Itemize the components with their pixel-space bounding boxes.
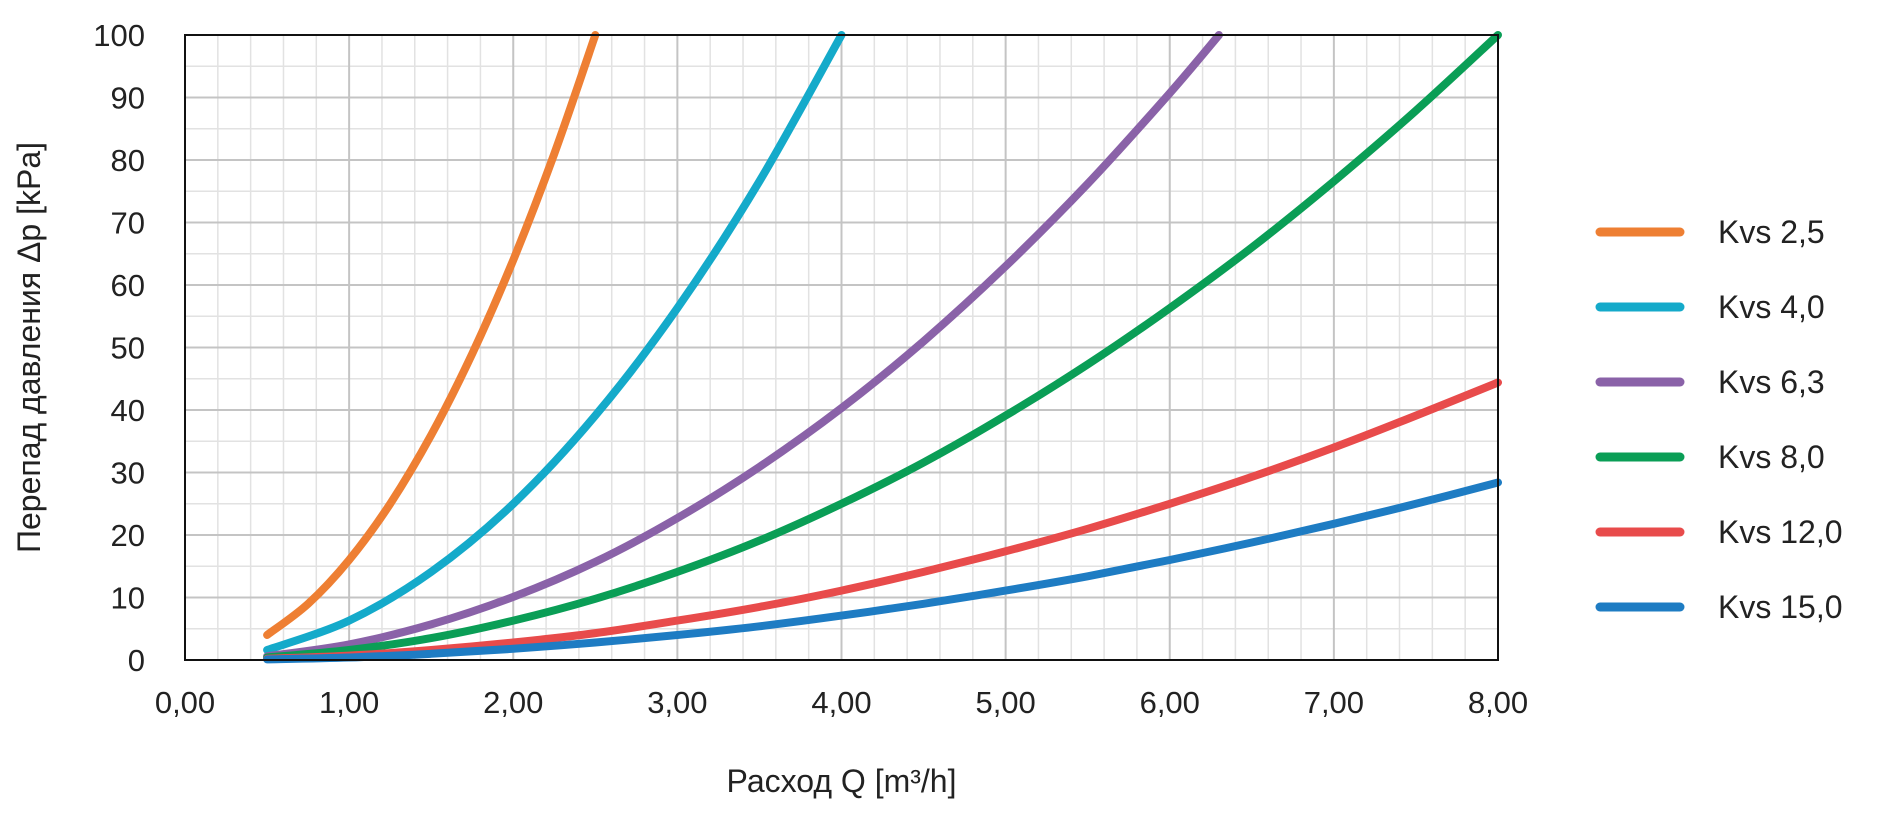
y-tick-label: 0 <box>128 643 145 678</box>
major-gridlines <box>185 35 1498 660</box>
y-tick-label: 10 <box>111 581 145 616</box>
y-axis-ticks: 0 10 20 30 40 50 60 70 80 90 100 <box>93 18 145 678</box>
x-axis-ticks: 0,00 1,00 2,00 3,00 4,00 5,00 6,00 7,00 8,00 <box>155 685 1528 720</box>
y-tick-label: 20 <box>111 518 145 553</box>
legend-label: Kvs 15,0 <box>1718 589 1843 625</box>
series-line-kvs-4-0 <box>263 31 846 654</box>
series-line-kvs-15-0 <box>263 478 1502 664</box>
legend-item-kvs-2-5: Kvs 2,5 <box>1595 214 1825 250</box>
x-tick-label: 1,00 <box>319 685 379 720</box>
y-tick-label: 30 <box>111 456 145 491</box>
legend: Kvs 2,5 Kvs 4,0 Kvs 6,3 Kvs 8,0 Kvs 12,0 Kvs … <box>1595 214 1843 625</box>
y-axis-title: Перепад давления Δp [kPa] <box>11 142 47 553</box>
series-lines <box>263 31 1502 664</box>
x-tick-label: 4,00 <box>811 685 871 720</box>
legend-item-kvs-4-0: Kvs 4,0 <box>1595 289 1825 325</box>
legend-label: Kvs 6,3 <box>1718 364 1825 400</box>
legend-label: Kvs 2,5 <box>1718 214 1825 250</box>
y-tick-label: 50 <box>111 331 145 366</box>
x-tick-label: 2,00 <box>483 685 543 720</box>
y-tick-label: 60 <box>111 268 145 303</box>
legend-label: Kvs 12,0 <box>1718 514 1843 550</box>
y-tick-label: 100 <box>93 18 145 53</box>
legend-label: Kvs 4,0 <box>1718 289 1825 325</box>
x-tick-label: 3,00 <box>647 685 707 720</box>
plot-frame <box>184 34 1499 661</box>
x-tick-label: 7,00 <box>1304 685 1364 720</box>
x-axis-title: Расход Q [m³/h] <box>727 763 957 799</box>
legend-label: Kvs 8,0 <box>1718 439 1825 475</box>
series-line-kvs-6-3 <box>263 31 1223 661</box>
x-tick-label: 8,00 <box>1468 685 1528 720</box>
y-tick-label: 70 <box>111 206 145 241</box>
x-tick-label: 6,00 <box>1140 685 1200 720</box>
x-tick-label: 5,00 <box>975 685 1035 720</box>
series-line-kvs-8-0 <box>263 31 1502 662</box>
y-tick-label: 40 <box>111 393 145 428</box>
series-line-kvs-2-5 <box>263 31 600 639</box>
series-line-kvs-12-0 <box>263 378 1502 663</box>
legend-item-kvs-6-3: Kvs 6,3 <box>1595 364 1825 400</box>
legend-item-kvs-8-0: Kvs 8,0 <box>1595 439 1825 475</box>
legend-item-kvs-12-0: Kvs 12,0 <box>1595 514 1843 550</box>
legend-item-kvs-15-0: Kvs 15,0 <box>1595 589 1843 625</box>
y-tick-label: 80 <box>111 143 145 178</box>
y-tick-label: 90 <box>111 81 145 116</box>
x-tick-label: 0,00 <box>155 685 215 720</box>
